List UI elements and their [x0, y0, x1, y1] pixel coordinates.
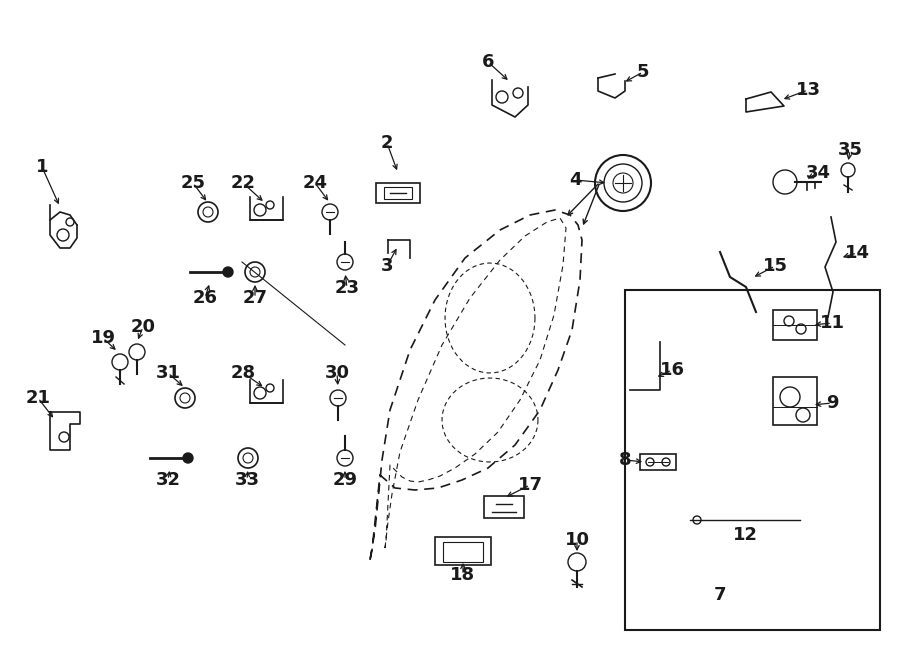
Bar — [625, 290, 880, 630]
Text: 21: 21 — [25, 389, 50, 407]
Text: 2: 2 — [381, 134, 393, 152]
Text: 25: 25 — [181, 174, 205, 192]
Circle shape — [223, 267, 233, 277]
Text: 6: 6 — [482, 53, 494, 71]
Text: 8: 8 — [618, 451, 631, 469]
Text: 31: 31 — [156, 364, 181, 382]
Bar — [435, 537, 491, 565]
Text: 29: 29 — [332, 471, 357, 489]
Circle shape — [183, 453, 193, 463]
Text: 14: 14 — [844, 244, 869, 262]
Text: 22: 22 — [230, 174, 256, 192]
Text: 28: 28 — [230, 364, 256, 382]
Bar — [443, 542, 483, 562]
Text: 3: 3 — [381, 257, 393, 275]
Text: 16: 16 — [660, 361, 685, 379]
Bar — [773, 377, 817, 425]
Bar — [484, 496, 524, 518]
Text: 34: 34 — [806, 164, 831, 182]
Text: 24: 24 — [302, 174, 328, 192]
Bar — [376, 183, 420, 203]
Text: 7: 7 — [714, 586, 726, 604]
Text: 20: 20 — [130, 318, 156, 336]
Text: 33: 33 — [235, 471, 259, 489]
Bar — [640, 454, 676, 470]
Text: 35: 35 — [838, 141, 862, 159]
Text: 26: 26 — [193, 289, 218, 307]
Text: 5: 5 — [637, 63, 649, 81]
Text: 4: 4 — [569, 171, 581, 189]
Text: 13: 13 — [796, 81, 821, 99]
Text: 12: 12 — [733, 526, 758, 544]
Text: 23: 23 — [335, 279, 359, 297]
Text: 30: 30 — [325, 364, 349, 382]
Text: 10: 10 — [564, 531, 590, 549]
Text: 27: 27 — [242, 289, 267, 307]
Bar — [773, 310, 817, 340]
Text: 1: 1 — [36, 158, 49, 176]
Text: 15: 15 — [762, 257, 788, 275]
Text: 9: 9 — [826, 394, 838, 412]
Text: 18: 18 — [450, 566, 475, 584]
Text: 19: 19 — [91, 329, 115, 347]
Text: 11: 11 — [820, 314, 844, 332]
Text: 32: 32 — [156, 471, 181, 489]
Text: 17: 17 — [518, 476, 543, 494]
Bar — [384, 187, 412, 199]
